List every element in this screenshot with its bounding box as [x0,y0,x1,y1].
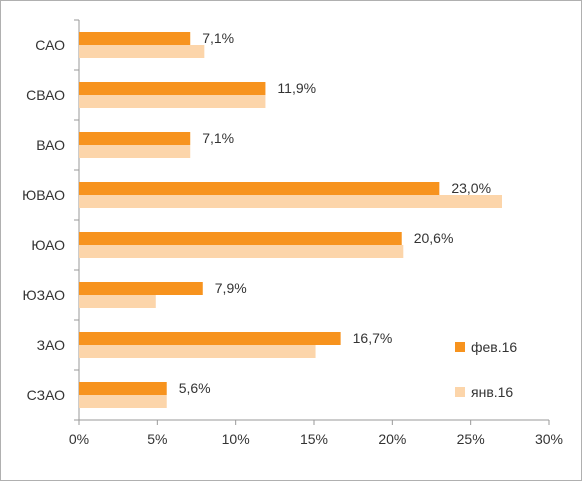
category-label: САО [35,37,65,53]
x-tick-label: 25% [457,431,485,447]
bar-jan16 [79,195,502,208]
bar-feb16 [79,32,191,45]
bar-jan16 [79,345,316,358]
data-label: 7,9% [215,280,247,296]
category-label: ЗАО [37,337,65,353]
x-tick-label: 15% [300,431,328,447]
bar-feb16 [79,382,167,395]
bar-feb16 [79,332,341,345]
bar-feb16 [79,82,266,95]
x-tick-label: 30% [535,431,563,447]
data-label: 7,1% [202,30,234,46]
legend-label-feb16: фев.16 [471,339,517,355]
x-tick-label: 20% [378,431,406,447]
category-label: СВАО [26,87,65,103]
bar-feb16 [79,182,440,195]
x-tick-label: 0% [69,431,89,447]
bar-feb16 [79,232,402,245]
bar-jan16 [79,395,167,408]
bar-jan16 [79,45,205,58]
data-label: 20,6% [414,230,454,246]
x-tick-label: 5% [147,431,167,447]
category-label: ВАО [36,137,65,153]
legend-label-jan16: янв.16 [471,384,513,400]
category-label: ЮАО [31,237,65,253]
data-label: 16,7% [353,330,393,346]
x-tick-label: 10% [222,431,250,447]
bar-jan16 [79,145,191,158]
data-label: 5,6% [179,380,211,396]
legend-swatch-feb16 [455,342,465,352]
data-label: 23,0% [451,180,491,196]
bar-feb16 [79,132,191,145]
data-label: 11,9% [277,80,316,96]
category-label: ЮВАО [22,187,65,203]
data-label: 7,1% [202,130,234,146]
category-label: СЗАО [27,387,65,403]
category-label: ЮЗАО [22,287,65,303]
bar-jan16 [79,295,156,308]
bar-feb16 [79,282,203,295]
bar-jan16 [79,95,266,108]
legend-swatch-jan16 [455,387,465,397]
bar-jan16 [79,245,404,258]
